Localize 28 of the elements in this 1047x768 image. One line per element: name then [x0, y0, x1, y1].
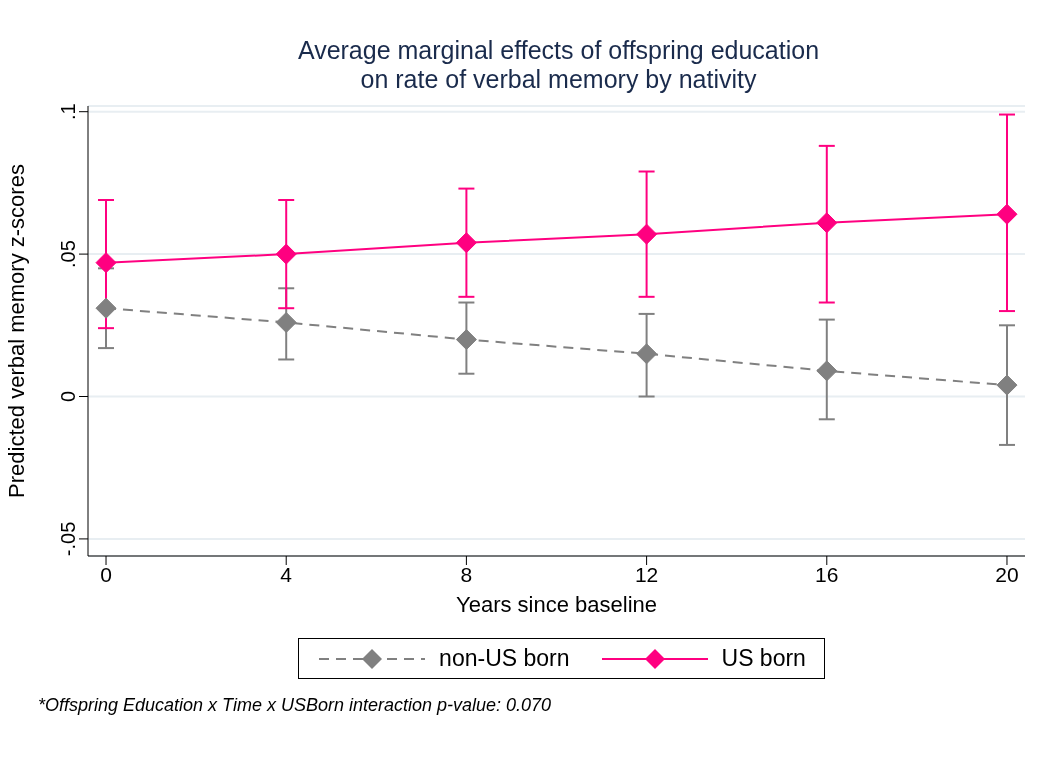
x-tick-label: 8: [460, 562, 473, 586]
x-tick-label: 16: [815, 562, 839, 586]
x-axis-title: Years since baseline: [456, 592, 657, 617]
point: [95, 297, 117, 319]
point: [816, 212, 838, 234]
x-tick-label: 4: [280, 562, 293, 586]
chart-title: Average marginal effects of offspring education on rate of verbal memory by nativity: [296, 36, 821, 94]
point: [455, 329, 477, 351]
point: [996, 374, 1018, 396]
y-tick-label: 0: [57, 390, 79, 403]
point: [275, 243, 297, 265]
y-tick-label: .1: [57, 103, 79, 121]
text: *Offspring Education x Time x USBorn interaction p-value: 0.070: [37, 695, 553, 716]
point: [95, 252, 117, 274]
x-tick-label: 20: [995, 562, 1019, 586]
y-axis-title: Predicted verbal memory z-scores: [3, 164, 29, 498]
y-tick-label: -.05: [57, 521, 79, 557]
point: [636, 223, 658, 245]
legend-label: non-US born: [439, 645, 570, 672]
y-tick-label: .05: [57, 240, 79, 269]
x-tick-label: 12: [634, 562, 659, 586]
x-tick-label: 0: [100, 562, 112, 586]
point: [636, 343, 658, 365]
point: [275, 311, 297, 333]
point: [996, 203, 1018, 225]
legend-label: US born: [721, 645, 806, 672]
point: [816, 360, 838, 382]
point: [455, 232, 477, 254]
